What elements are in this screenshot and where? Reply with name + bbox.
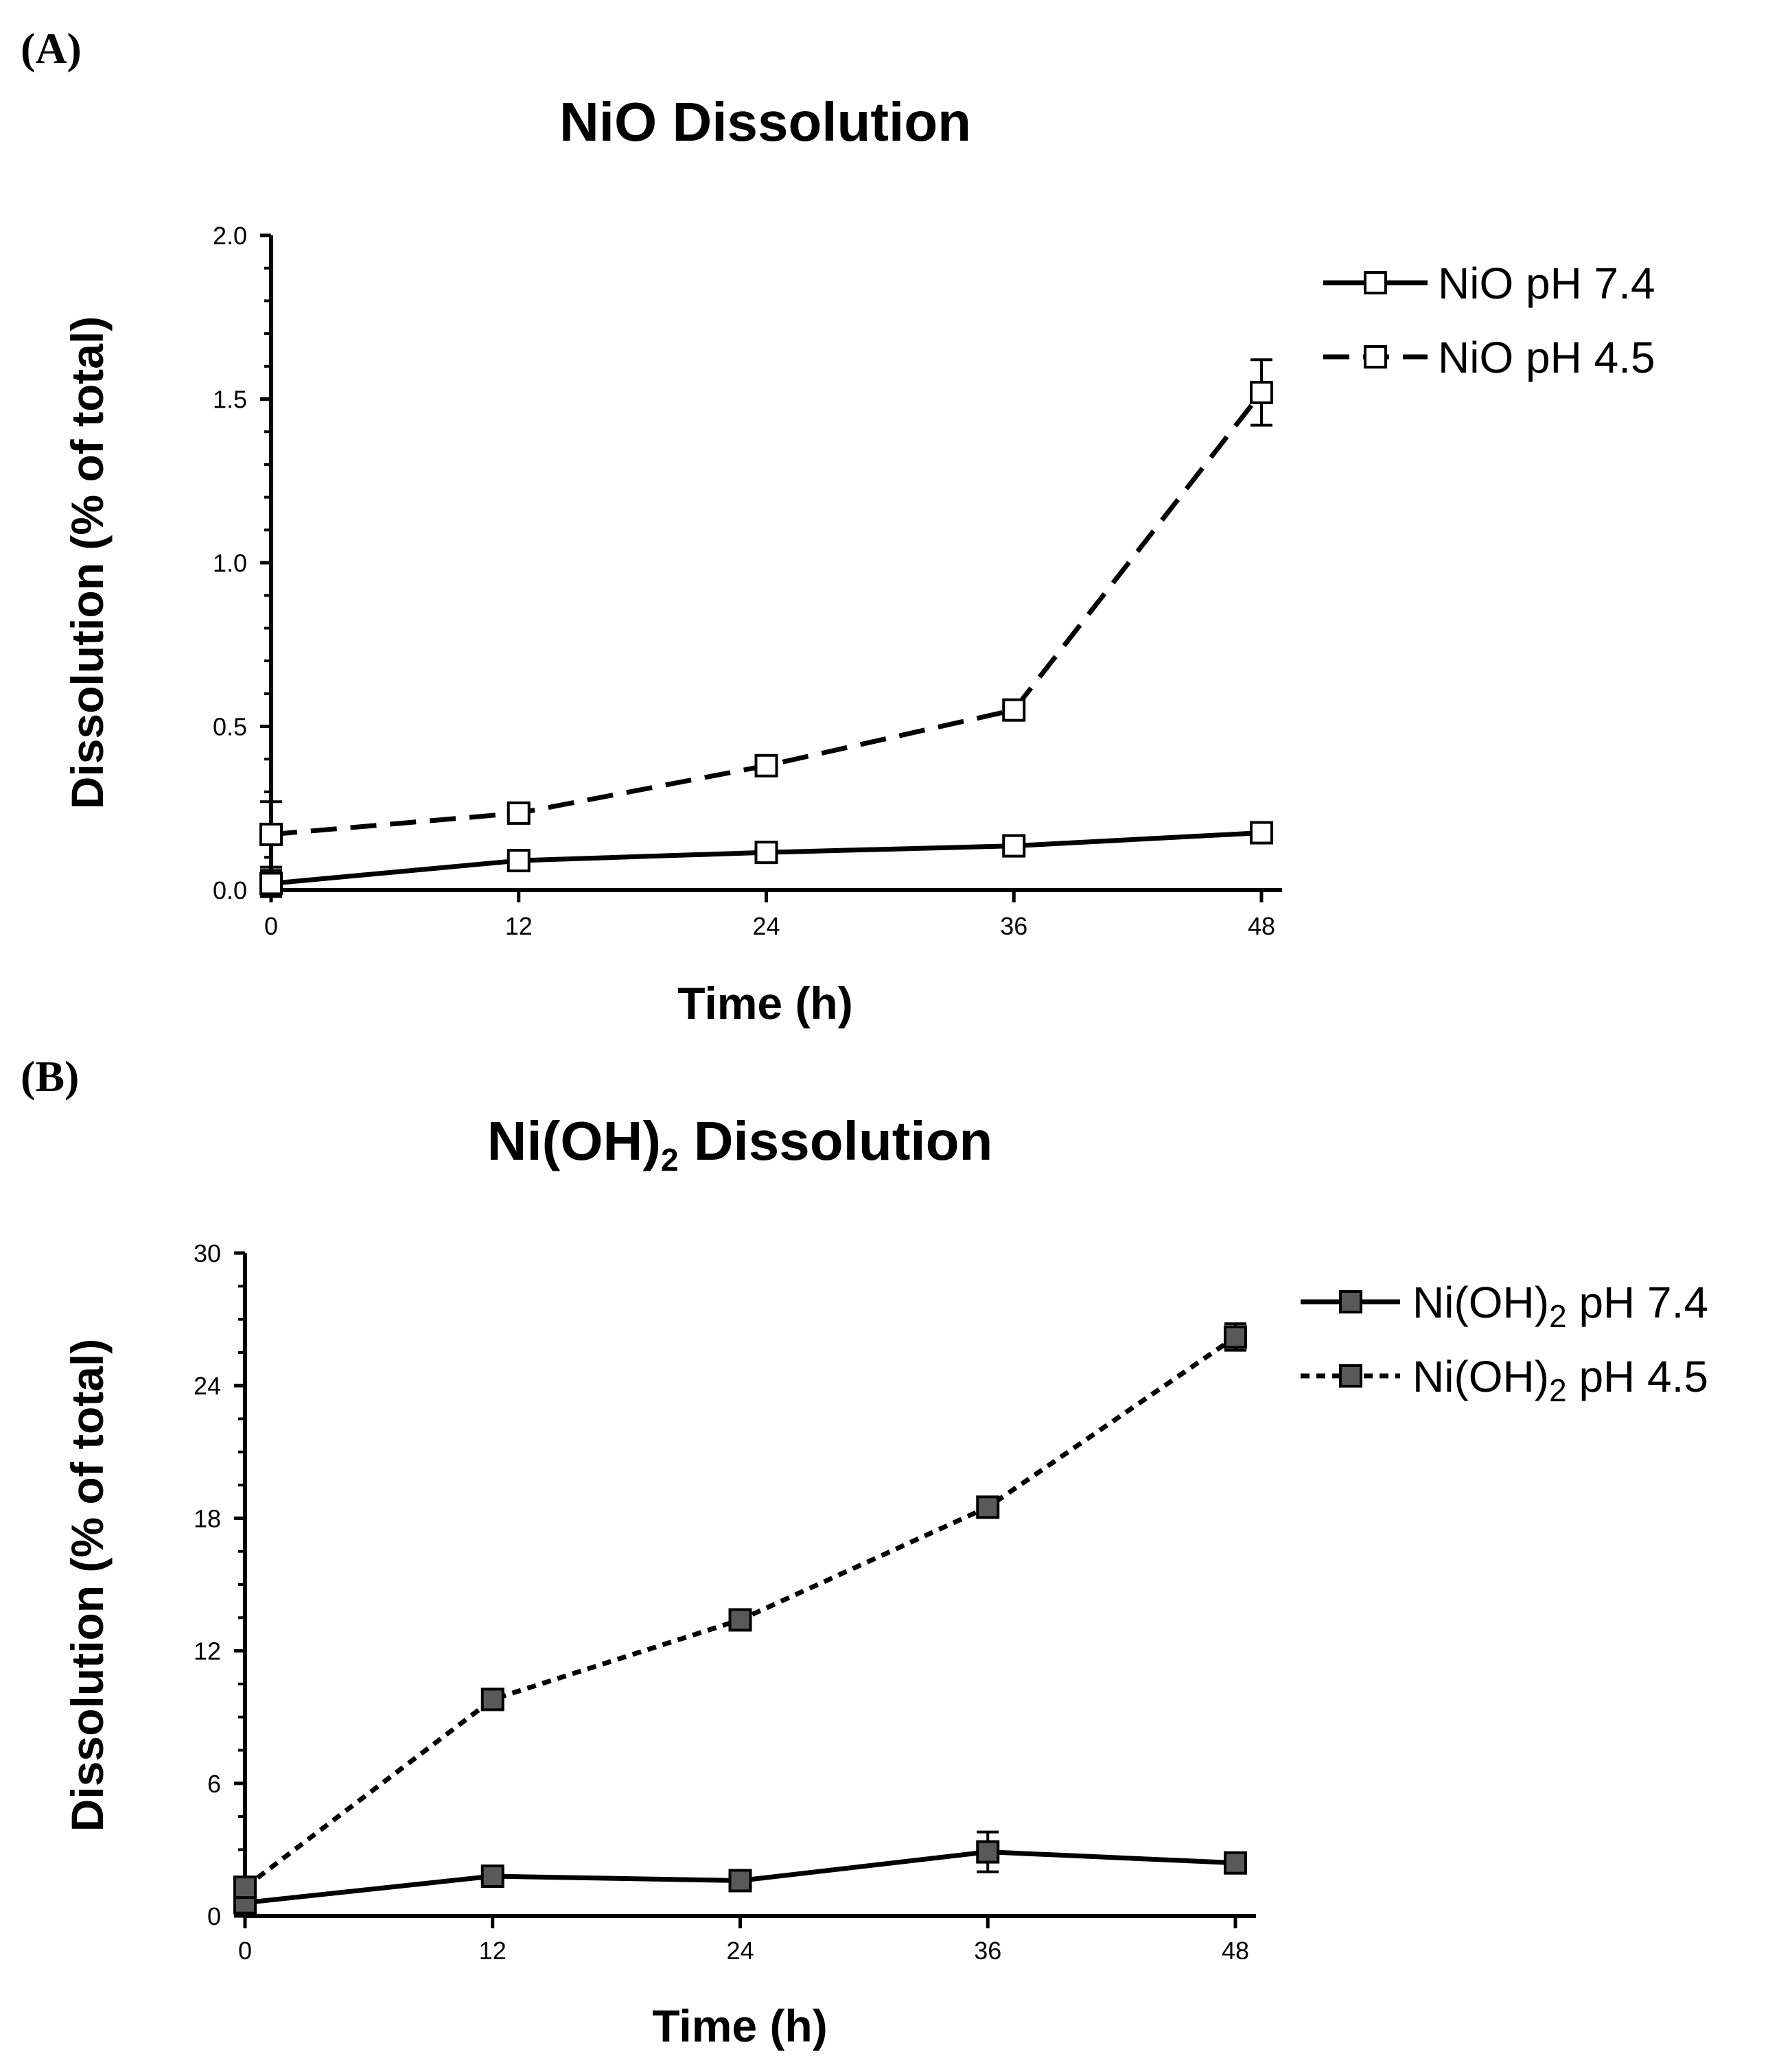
chart1-series1-point: [1002, 834, 1026, 858]
chart2-y-tick-label: 18: [194, 1504, 221, 1532]
chart1-series1-legend-label-main: NiO pH 7.4: [1438, 259, 1655, 308]
chart1-title: NiO Dissolution: [559, 91, 971, 152]
chart2-series2-legend-marker: [1339, 1364, 1362, 1388]
chart2-series1: [233, 1830, 1247, 1915]
chart2-y-tick-label: 6: [207, 1770, 221, 1798]
chart1-series2-point: [754, 753, 778, 778]
chart2-title-subscript: 2: [661, 1142, 679, 1178]
chart1-y-axis-title: Dissolution (% of total): [62, 316, 113, 810]
chart1-series2-point: [507, 801, 531, 825]
chart2-series1-point: [728, 1869, 752, 1893]
chart2-series1-legend-label-rest: pH 7.4: [1567, 1278, 1708, 1327]
chart2-series2-point: [480, 1687, 504, 1711]
chart2-y-tick-label: 0: [207, 1902, 221, 1930]
chart2-series2-point: [233, 1875, 257, 1899]
chart2-series1-point: [1224, 1851, 1247, 1875]
chart1-series1-point: [507, 849, 531, 873]
chart1-x-tick-label: 36: [1000, 912, 1027, 940]
chart1-y-tick-label: 2.0: [213, 222, 247, 250]
chart2-series2-point: [1224, 1325, 1247, 1349]
chart2-x-tick-label: 48: [1222, 1937, 1249, 1965]
chart1-series1-legend-entry: NiO pH 7.4: [1323, 259, 1655, 308]
chart2-x-tick-label: 24: [726, 1937, 754, 1965]
chart1-series2-legend-label: NiO pH 4.5: [1438, 333, 1655, 382]
chart1-panel-label: (A): [21, 24, 82, 73]
chart2-y-tick-label: 12: [194, 1637, 221, 1665]
chart1-series2: [259, 358, 1273, 869]
chart1-x-tick-label: 0: [264, 912, 278, 940]
chart2-y-tick-label: 30: [194, 1239, 221, 1267]
chart2-panel-label: (B): [21, 1052, 79, 1101]
chart2-title: Ni(OH)2 Dissolution: [487, 1110, 993, 1178]
chart2-x-tick-label: 0: [238, 1937, 252, 1965]
chart1-series2-legend-label-main: NiO pH 4.5: [1438, 333, 1655, 382]
chart1-title-main: NiO Dissolution: [559, 91, 971, 152]
chart2-x-tick-label: 36: [974, 1937, 1001, 1965]
chart1-series1: [259, 821, 1273, 898]
chart1-series1-point: [754, 841, 778, 865]
chart1-series1-point: [1250, 821, 1273, 845]
chart2-series1-legend-label-main: Ni(OH): [1412, 1278, 1549, 1327]
chart2-series2-point: [728, 1608, 752, 1632]
chart2-y-tick-label: 24: [194, 1372, 221, 1400]
chart1-y-tick-label: 0.5: [213, 713, 247, 741]
chart1-series1-point: [259, 872, 283, 896]
chart1-series1-legend-marker: [1364, 271, 1387, 294]
chart1-x-tick-label: 48: [1248, 912, 1275, 940]
chart2-series1-legend-marker: [1339, 1290, 1362, 1313]
chart1-series2-legend-entry: NiO pH 4.5: [1323, 333, 1655, 382]
chart2-x-axis-title: Time (h): [652, 2000, 827, 2051]
chart1-x-tick-label: 24: [752, 912, 780, 940]
chart2-y-axis-title: Dissolution (% of total): [62, 1339, 113, 1832]
chart2-title-rest: Dissolution: [679, 1110, 993, 1171]
chart1-series2-point: [1250, 380, 1273, 404]
chart2-series1-point: [480, 1865, 504, 1889]
chart2-series2-legend-entry: Ni(OH)2 pH 4.5: [1301, 1352, 1708, 1408]
chart2-series2: [233, 1322, 1247, 1899]
chart1-y-tick-label: 1.0: [213, 549, 247, 577]
chart2-series1-legend-label: Ni(OH)2 pH 7.4: [1412, 1278, 1708, 1334]
chart1-series2-point: [259, 822, 283, 846]
chart1-y-tick-label: 0.0: [213, 876, 247, 904]
chart1-series2-legend-marker: [1364, 345, 1387, 369]
chart2-series1-legend-label-subscript: 2: [1549, 1298, 1567, 1334]
chart2-series1-point: [976, 1840, 1000, 1864]
chart2-series2-legend-label-subscript: 2: [1549, 1372, 1567, 1408]
chart2-x-tick-label: 12: [479, 1937, 507, 1965]
chart1-series1-legend-label: NiO pH 7.4: [1438, 259, 1655, 308]
chart2-series2-legend-label: Ni(OH)2 pH 4.5: [1412, 1352, 1708, 1408]
chart1-x-tick-label: 12: [505, 912, 533, 940]
chart2-title-main: Ni(OH): [487, 1110, 661, 1171]
chart2-series1-legend-entry: Ni(OH)2 pH 7.4: [1301, 1278, 1708, 1334]
chart1-x-axis-title: Time (h): [677, 978, 852, 1029]
chart2-series2-legend-label-rest: pH 4.5: [1567, 1352, 1708, 1401]
chart2-series2-point: [976, 1495, 1000, 1519]
chart1-series2-point: [1002, 698, 1026, 722]
chart1-y-tick-label: 1.5: [213, 386, 247, 414]
chart2-series2-legend-label-main: Ni(OH): [1412, 1352, 1549, 1401]
chart1: (A) NiO Dissolution 0.0 0.5 1.0 1.5 2.0 0 12 24 36…: [21, 24, 1655, 1029]
